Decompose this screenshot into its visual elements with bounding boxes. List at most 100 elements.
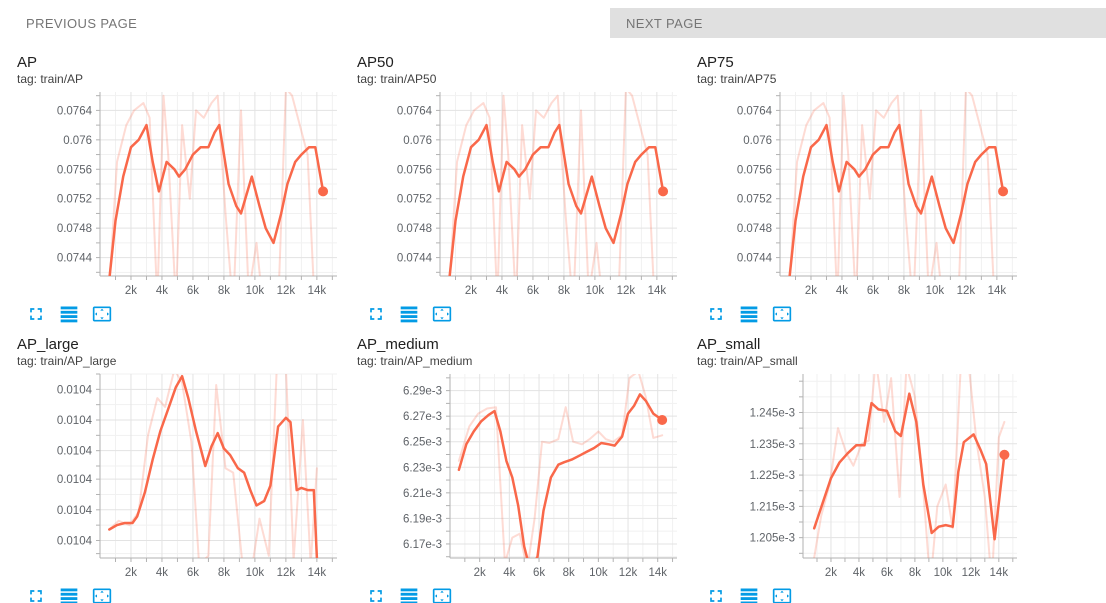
data-table-icon[interactable]: [739, 586, 759, 603]
svg-text:8k: 8k: [558, 285, 570, 296]
axes: [799, 374, 1017, 562]
svg-text:0.0752: 0.0752: [737, 194, 772, 206]
svg-text:0.0752: 0.0752: [397, 194, 432, 206]
svg-text:4k: 4k: [496, 285, 508, 296]
svg-text:6.19e-3: 6.19e-3: [403, 513, 442, 525]
svg-text:4k: 4k: [853, 567, 865, 578]
chart-title: AP_small: [697, 336, 761, 353]
line-chart[interactable]: 6.29e-3 6.27e-3 6.25e-3 6.23e-3 6.21e-3 6.19e…: [340, 372, 680, 578]
y-axis-labels: 0.0764 0.076 0.0756 0.0752 0.0748 0.0744: [397, 105, 433, 264]
svg-text:14k: 14k: [990, 567, 1009, 578]
chart-toolbar: [366, 586, 680, 603]
svg-text:0.076: 0.076: [743, 135, 772, 147]
previous-page-button[interactable]: PREVIOUS PAGE: [10, 8, 153, 38]
svg-text:12k: 12k: [962, 567, 981, 578]
svg-text:1.225e-3: 1.225e-3: [750, 470, 795, 482]
svg-text:6k: 6k: [867, 285, 879, 296]
x-axis-labels: 2k 4k 6k 8k 10k 12k 14k: [125, 285, 326, 296]
line-chart[interactable]: 1.245e-3 1.235e-3 1.225e-3 1.215e-3 1.205e-3…: [680, 372, 1020, 578]
svg-text:0.0748: 0.0748: [57, 223, 92, 235]
svg-text:8k: 8k: [898, 285, 910, 296]
y-axis-labels: 0.0764 0.076 0.0756 0.0752 0.0748 0.0744: [737, 105, 773, 264]
svg-text:12k: 12k: [619, 567, 638, 578]
next-page-button[interactable]: NEXT PAGE: [610, 8, 1106, 38]
fullscreen-icon[interactable]: [706, 586, 726, 603]
svg-text:14k: 14k: [988, 285, 1007, 296]
data-table-icon[interactable]: [59, 304, 79, 324]
svg-text:8k: 8k: [909, 567, 921, 578]
data-table-icon[interactable]: [399, 304, 419, 324]
smoothed-series-line: [812, 392, 1006, 541]
svg-text:0.0756: 0.0756: [57, 164, 92, 176]
y-axis-labels: 1.245e-3 1.235e-3 1.225e-3 1.215e-3 1.205e-3: [750, 407, 795, 544]
svg-text:10k: 10k: [246, 567, 265, 578]
chart-title: AP_medium: [357, 336, 439, 353]
raw-series-line: [448, 92, 655, 276]
y-axis-labels: 0.0104 0.0104 0.0104 0.0104 0.0104 0.0104: [57, 384, 93, 547]
axes: [446, 374, 677, 562]
gridlines: [803, 374, 1017, 558]
svg-text:6k: 6k: [533, 567, 545, 578]
svg-text:1.245e-3: 1.245e-3: [750, 407, 795, 419]
chart-tag: tag: train/AP: [17, 72, 84, 86]
y-axis-labels: 0.0764 0.076 0.0756 0.0752 0.0748 0.0744: [57, 105, 93, 264]
fullscreen-icon[interactable]: [26, 586, 46, 603]
svg-text:6k: 6k: [527, 285, 539, 296]
raw-series-line: [457, 374, 664, 558]
svg-text:14k: 14k: [648, 285, 667, 296]
svg-text:1.215e-3: 1.215e-3: [750, 501, 795, 513]
line-chart[interactable]: 0.0764 0.076 0.0756 0.0752 0.0748 0.0744 2k 4k 6…: [680, 90, 1020, 296]
svg-text:10k: 10k: [589, 567, 608, 578]
smoothed-series-line: [108, 123, 325, 276]
axes: [96, 92, 337, 280]
svg-text:10k: 10k: [246, 285, 265, 296]
chart-toolbar: [706, 304, 1020, 324]
svg-text:0.0104: 0.0104: [57, 446, 93, 458]
final-value-marker: [999, 449, 1010, 460]
svg-text:12k: 12k: [277, 285, 296, 296]
fullscreen-icon[interactable]: [26, 304, 46, 324]
chart-card: AP tag: train/AP 0.0764 0.076 0.0756 0.0752…: [0, 55, 340, 337]
axes: [776, 92, 1017, 280]
fit-domain-icon[interactable]: [92, 586, 112, 603]
svg-text:1.205e-3: 1.205e-3: [750, 533, 795, 545]
chart-title: AP_large: [17, 336, 79, 353]
fullscreen-icon[interactable]: [366, 586, 386, 603]
fit-domain-icon[interactable]: [92, 304, 112, 324]
final-value-marker: [657, 415, 668, 425]
svg-text:2k: 2k: [465, 285, 477, 296]
svg-text:2k: 2k: [125, 285, 137, 296]
chart-card: AP_large tag: train/AP_large 0.0104 0.010…: [0, 337, 340, 603]
fit-domain-icon[interactable]: [432, 304, 452, 324]
chart-card: AP_medium tag: train/AP_medium 6.29e-3 6.…: [340, 337, 680, 603]
gridlines: [100, 92, 337, 276]
fit-domain-icon[interactable]: [772, 586, 792, 603]
svg-text:14k: 14k: [648, 567, 667, 578]
svg-text:6.23e-3: 6.23e-3: [403, 462, 442, 474]
chart-title: AP50: [357, 54, 394, 71]
chart-tag: tag: train/AP50: [357, 72, 437, 86]
svg-text:0.0748: 0.0748: [397, 223, 432, 235]
data-table-icon[interactable]: [59, 586, 79, 603]
line-chart[interactable]: 0.0764 0.076 0.0756 0.0752 0.0748 0.0744 2k 4k 6…: [0, 90, 340, 296]
axes: [436, 92, 677, 280]
svg-text:0.076: 0.076: [403, 135, 432, 147]
fit-domain-icon[interactable]: [432, 586, 452, 603]
data-table-icon[interactable]: [399, 586, 419, 603]
line-chart[interactable]: 0.0104 0.0104 0.0104 0.0104 0.0104 0.0104 2k 4k…: [0, 372, 340, 578]
svg-text:12k: 12k: [957, 285, 976, 296]
line-chart[interactable]: 0.0764 0.076 0.0756 0.0752 0.0748 0.0744 2k 4k 6…: [340, 90, 680, 296]
final-value-marker: [658, 186, 669, 197]
svg-text:4k: 4k: [156, 285, 168, 296]
data-table-icon[interactable]: [739, 304, 759, 324]
smoothed-series-line: [108, 374, 319, 558]
fit-domain-icon[interactable]: [772, 304, 792, 324]
raw-series-line: [788, 92, 995, 276]
svg-text:4k: 4k: [156, 567, 168, 578]
chart-tag: tag: train/AP_small: [697, 354, 798, 368]
gridlines: [450, 374, 677, 558]
svg-text:0.0744: 0.0744: [397, 253, 433, 265]
svg-text:12k: 12k: [277, 567, 296, 578]
fullscreen-icon[interactable]: [366, 304, 386, 324]
fullscreen-icon[interactable]: [706, 304, 726, 324]
